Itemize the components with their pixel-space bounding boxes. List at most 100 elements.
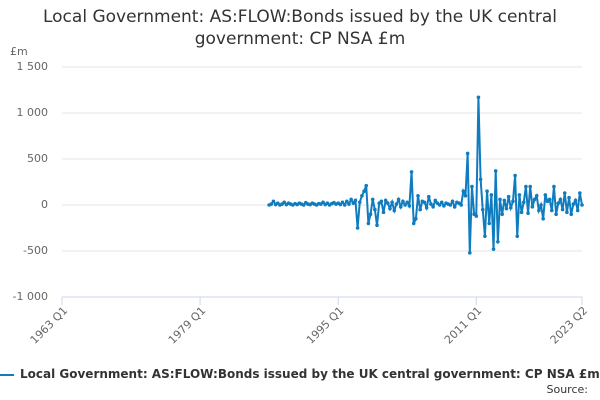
data-point	[355, 226, 360, 230]
data-point	[416, 194, 420, 198]
data-point	[502, 198, 507, 203]
data-point	[448, 203, 453, 207]
data-point	[543, 193, 548, 197]
y-tick-label: 1 500	[17, 60, 49, 73]
data-point	[519, 210, 524, 215]
data-point	[450, 199, 455, 204]
data-point	[511, 199, 515, 204]
data-point	[521, 200, 526, 205]
data-point	[532, 197, 537, 202]
data-point	[360, 194, 364, 198]
data-point	[556, 201, 561, 205]
data-point	[526, 211, 530, 216]
data-point	[578, 191, 582, 195]
data-point	[409, 170, 414, 174]
data-point	[431, 205, 435, 209]
data-point	[465, 151, 470, 156]
data-point	[433, 198, 438, 203]
data-point	[461, 189, 466, 193]
data-point	[396, 197, 401, 202]
data-point	[508, 205, 513, 210]
data-point	[459, 203, 463, 207]
data-point	[530, 205, 535, 209]
data-point	[506, 194, 511, 199]
data-point	[364, 183, 369, 188]
data-point	[478, 177, 483, 182]
x-tick-label: 2023 Q2	[548, 304, 591, 347]
data-point	[383, 198, 388, 203]
data-point	[414, 217, 418, 221]
data-point	[411, 221, 416, 226]
data-point	[439, 200, 444, 205]
data-point	[424, 205, 429, 210]
data-point	[321, 200, 325, 205]
data-point	[480, 207, 485, 212]
data-point	[515, 234, 520, 239]
data-point	[375, 223, 379, 228]
data-point	[405, 200, 410, 205]
data-point	[468, 251, 472, 255]
data-point	[571, 202, 576, 206]
data-point	[496, 240, 500, 244]
data-point	[504, 206, 509, 211]
data-point	[554, 212, 558, 216]
x-tick-label: 2011 Q1	[442, 304, 485, 347]
data-point	[483, 234, 487, 239]
data-point	[541, 217, 545, 221]
data-point	[575, 208, 580, 213]
data-point	[565, 210, 569, 215]
y-tick-label: -500	[23, 244, 48, 257]
data-point	[500, 212, 504, 216]
data-point	[547, 197, 552, 202]
data-point	[386, 201, 390, 205]
data-point	[562, 191, 567, 195]
data-point	[347, 202, 351, 206]
data-point	[485, 189, 489, 193]
data-point	[513, 173, 517, 178]
data-point	[345, 199, 349, 204]
data-point	[301, 203, 306, 207]
data-point	[580, 203, 584, 207]
y-tick-label: -1 000	[13, 290, 48, 303]
y-axis-label: £m	[10, 45, 28, 58]
data-point	[282, 200, 287, 205]
data-point	[379, 199, 384, 204]
data-point	[537, 208, 541, 213]
data-point	[381, 210, 386, 215]
data-point	[491, 247, 496, 251]
data-point	[517, 193, 522, 197]
data-point	[362, 189, 366, 193]
data-point	[349, 197, 353, 202]
data-point	[388, 206, 392, 211]
data-point	[528, 184, 533, 189]
data-point	[487, 221, 492, 226]
y-tick-label: 1 000	[17, 106, 49, 119]
chart-title: Local Government: AS:FLOW:Bonds issued b…	[42, 7, 557, 49]
data-point	[340, 200, 345, 205]
data-point	[524, 184, 528, 189]
data-point	[342, 203, 347, 207]
data-point	[569, 212, 574, 216]
data-point	[560, 207, 565, 212]
data-point	[398, 205, 403, 209]
data-point	[463, 194, 468, 198]
y-tick-label: 500	[27, 152, 48, 165]
data-point	[403, 203, 407, 207]
data-point	[401, 199, 405, 204]
x-tick-label: 1995 Q1	[304, 304, 347, 347]
data-point	[437, 203, 442, 207]
data-point	[418, 207, 422, 212]
data-point	[558, 197, 563, 202]
data-point	[366, 221, 371, 226]
data-point	[549, 208, 554, 213]
data-point	[271, 199, 276, 204]
data-point	[442, 204, 446, 208]
data-point	[493, 169, 498, 173]
series-line	[268, 97, 583, 253]
legend-swatch	[0, 373, 14, 376]
data-point	[476, 95, 481, 100]
y-tick-label: 0	[41, 198, 48, 211]
data-point	[407, 204, 412, 208]
